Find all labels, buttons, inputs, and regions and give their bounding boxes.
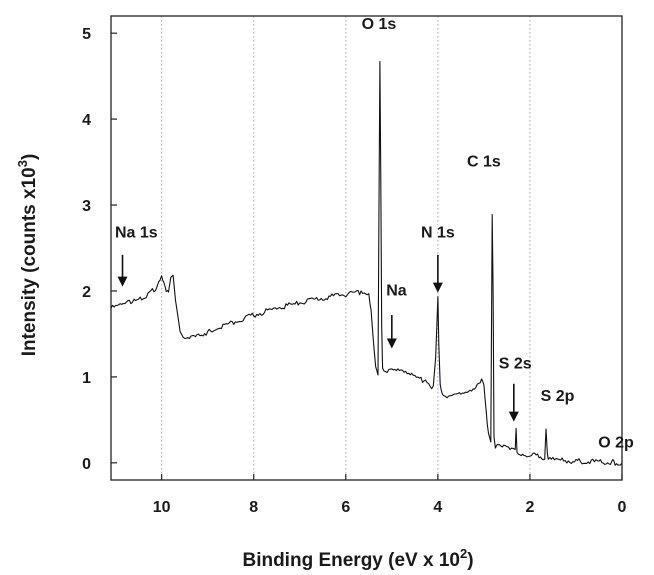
peak-arrow-head-s-2s [508, 411, 519, 422]
y-axis-title-superscript: 3 [15, 160, 30, 167]
x-tick-label: 8 [249, 499, 258, 516]
annotation-layer: O 1s Na 1s Na N 1s C 1s S 2s S 2p O 2p [115, 16, 634, 451]
peak-label-s-2s: S 2s [499, 355, 532, 372]
peak-arrow-head-n-1s [432, 282, 443, 293]
peak-label-na: Na [386, 282, 407, 299]
x-tick-label: 10 [153, 499, 171, 516]
y-tick-label: 3 [82, 198, 91, 215]
peak-label-n-1s: N 1s [421, 225, 455, 242]
peak-label-o-1s: O 1s [362, 16, 397, 33]
peak-label-na-1s: Na 1s [115, 225, 158, 242]
y-tick-label: 1 [82, 370, 91, 387]
x-axis-title: Binding Energy (eV x 102) [242, 546, 473, 571]
x-axis-title-superscript: 2 [460, 546, 467, 561]
y-axis-title-main: Intensity (counts x10 [19, 167, 40, 356]
x-tick-label: 0 [618, 499, 627, 516]
peak-label-o-2p: O 2p [598, 434, 634, 451]
x-axis-title-close: ) [467, 550, 473, 571]
spectrum-line [110, 60, 623, 466]
peak-label-c-1s: C 1s [467, 153, 501, 170]
x-tick-label: 4 [433, 499, 442, 516]
x-tick-label: 6 [341, 499, 350, 516]
grid-layer [161, 16, 531, 480]
plot-frame [110, 15, 623, 481]
y-axis-title-close: ) [19, 154, 40, 160]
peak-label-s-2p: S 2p [541, 388, 575, 405]
y-tick-label: 5 [82, 26, 91, 43]
x-axis-title-main: Binding Energy (eV x 10 [242, 550, 460, 571]
y-tick-label: 4 [82, 112, 91, 129]
peak-arrow-head-na-1s [117, 276, 128, 287]
peak-arrow-head-na [386, 338, 397, 349]
y-axis-title: Intensity (counts x103) [15, 154, 40, 357]
x-tick-label: 2 [525, 499, 534, 516]
y-tick-label: 0 [82, 456, 91, 473]
y-tick-label: 2 [82, 284, 91, 301]
tick-layer: 10 8 6 4 2 0 0 1 2 3 4 5 [82, 26, 626, 516]
